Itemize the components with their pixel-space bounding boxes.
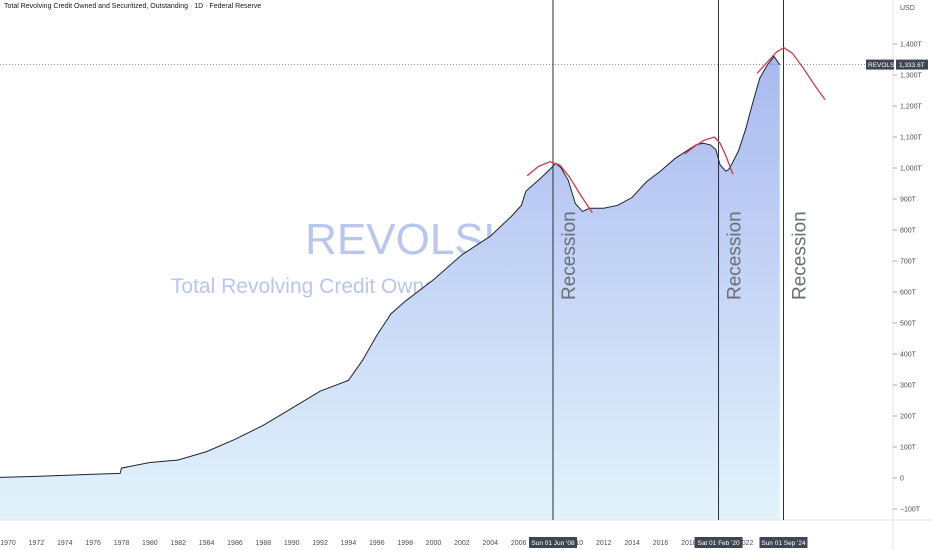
y-tick-label: 500T (900, 321, 917, 328)
y-tick-label: 200T (900, 414, 917, 421)
x-tick-label: 1974 (57, 540, 73, 547)
price-axis[interactable]: 1,400T 1,300T 1,200T 1,100T 1,000T 900T 800T 70… (866, 42, 928, 514)
current-value-label: 1,333.6T (899, 62, 925, 69)
y-tick-label: 600T (900, 290, 917, 297)
x-tick-label: 1980 (142, 540, 158, 547)
y-tick-label: 1,300T (900, 73, 923, 80)
y-tick-label: 300T (900, 383, 917, 390)
y-tick-label: −100T (900, 507, 921, 514)
x-tick-label: 2016 (653, 540, 669, 547)
x-tick-label: 2018 (681, 540, 697, 547)
y-tick-label: 800T (900, 228, 917, 235)
x-tick-label: 2022 (738, 540, 754, 547)
date-flag (759, 537, 808, 548)
recession-label: Recession (559, 211, 580, 300)
chart-title: Total Revolving Credit Owned and Securit… (4, 3, 262, 10)
x-tick-label: 1976 (85, 540, 101, 547)
current-symbol-label: REVOLSL (868, 62, 898, 69)
y-tick-label: 400T (900, 352, 917, 359)
y-tick-label: 0 (900, 476, 904, 483)
date-flag (528, 537, 577, 548)
current-symbol-tag (866, 59, 894, 70)
x-tick-label: 1988 (256, 540, 272, 547)
annotation-arc[interactable] (526, 161, 593, 214)
overlay-layer: Recession Recession Recession (526, 0, 826, 520)
x-tick-label: 2002 (454, 540, 470, 547)
x-tick-label: 1978 (114, 540, 130, 547)
annotation-arc[interactable] (684, 136, 734, 175)
y-tick-label: 900T (900, 197, 917, 204)
current-value-tag (896, 59, 928, 70)
y-tick-label: 1,200T (900, 104, 923, 111)
recession-label: Recession (725, 211, 746, 300)
date-flag-label: Sun 01 Jun '08 (531, 540, 575, 547)
series-area-fill (0, 56, 780, 520)
annotation-arc[interactable] (756, 47, 826, 101)
x-tick-label: 1984 (199, 540, 215, 547)
y-tick-label: 1,400T (900, 42, 923, 49)
x-tick-label: 1994 (341, 540, 357, 547)
date-flag-label: Sun 01 Sep '24 (761, 540, 806, 547)
date-flag (694, 537, 743, 548)
x-tick-label: 2012 (596, 540, 612, 547)
x-tick-label: 2000 (426, 540, 442, 547)
x-tick-label: 1982 (170, 540, 186, 547)
y-tick-label: 1,000T (900, 166, 923, 173)
recession-label: Recession (789, 211, 810, 300)
y-tick-label: 100T (900, 445, 917, 452)
x-tick-label: 1972 (29, 540, 45, 547)
x-tick-label: 2014 (624, 540, 640, 547)
plot-area (0, 55, 893, 520)
x-tick-label: 2004 (483, 540, 499, 547)
date-flag-label: Sat 01 Feb '20 (697, 540, 739, 547)
time-axis[interactable]: 1970 1972 1974 1976 1978 1980 1982 1984 1986 1988… (0, 537, 808, 548)
x-tick-label: 1986 (227, 540, 243, 547)
x-tick-label: 2006 (511, 540, 527, 547)
x-tick-label: 1992 (312, 540, 328, 547)
x-tick-label: 1996 (369, 540, 385, 547)
x-tick-label: 1970 (0, 540, 16, 547)
x-tick-label: 1990 (284, 540, 300, 547)
x-tick-label: 1998 (397, 540, 413, 547)
series-line (0, 55, 781, 478)
y-tick-label: 700T (900, 259, 917, 266)
currency-label: USD (900, 5, 915, 12)
y-tick-label: 1,100T (900, 135, 923, 142)
